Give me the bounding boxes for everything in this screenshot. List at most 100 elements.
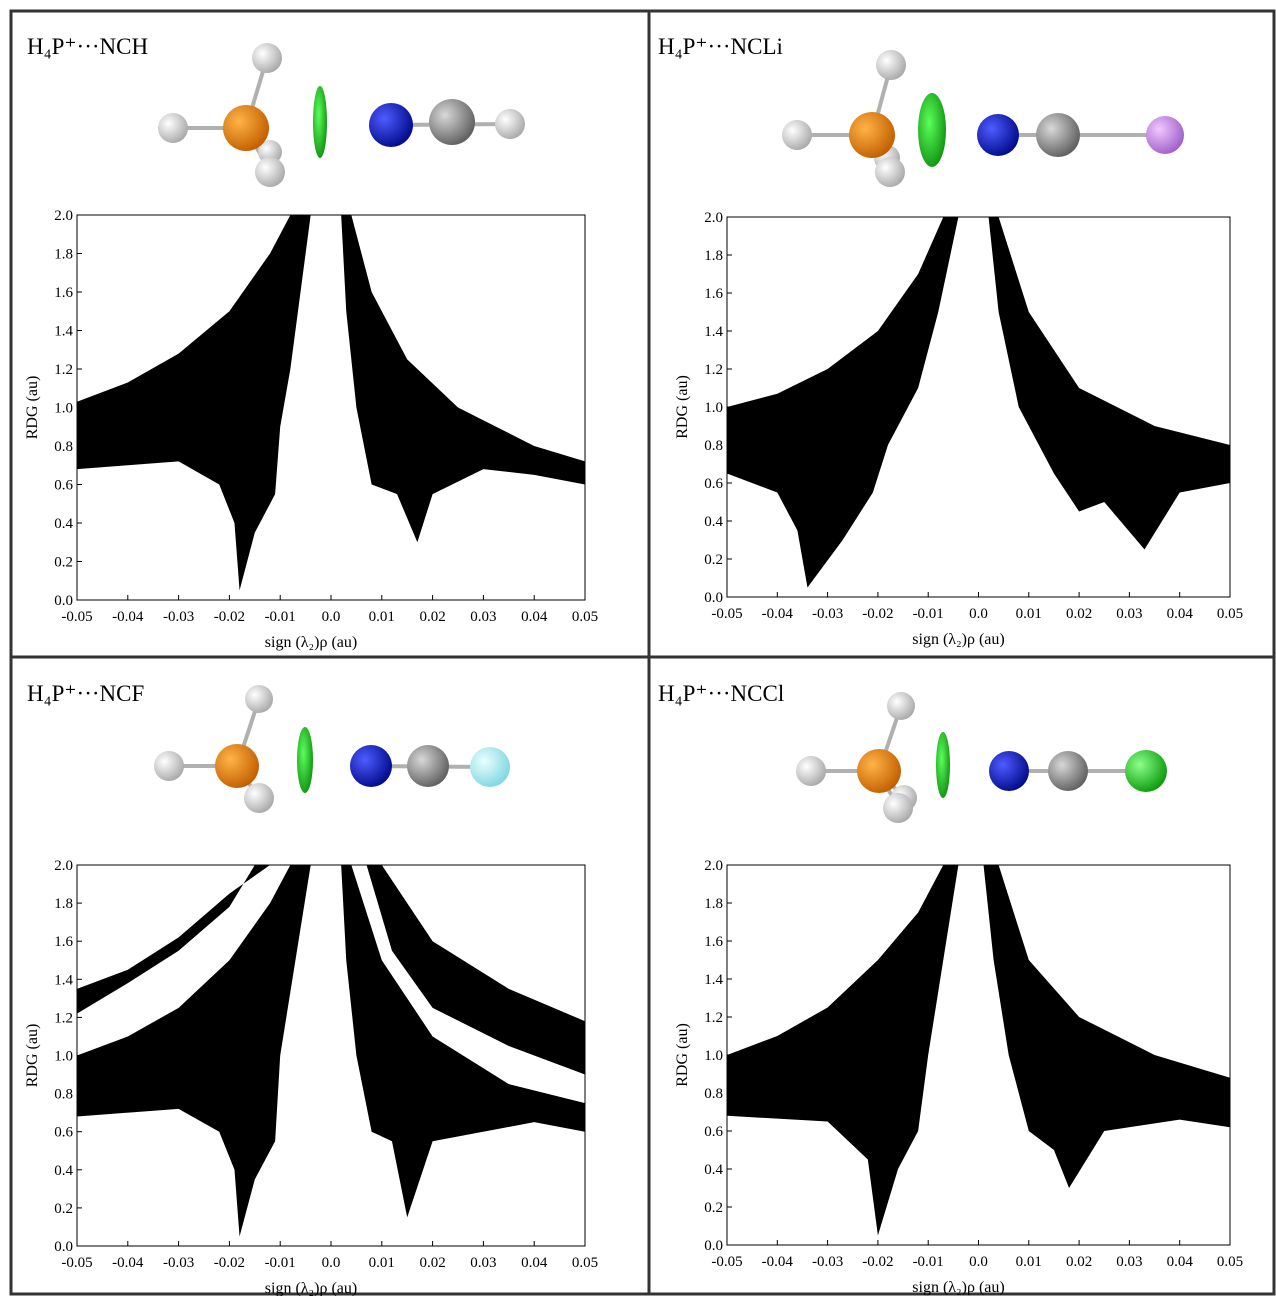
- figure-frame: [9, 9, 1276, 1296]
- plot-data: [727, 217, 1230, 588]
- x-tick-label: -0.05: [61, 609, 92, 625]
- y-tick-label: 0.6: [704, 476, 723, 492]
- rdg-cloud: [366, 865, 585, 1075]
- y-tick-label: 0.8: [54, 439, 73, 455]
- y-tick-label: 0.4: [704, 514, 723, 530]
- atom: [1048, 751, 1088, 791]
- y-tick-label: 2.0: [704, 858, 723, 874]
- x-tick-label: -0.01: [265, 1255, 296, 1271]
- y-tick-label: 1.4: [54, 324, 73, 340]
- panel-title: H₄P⁺···NCLi: [658, 34, 783, 59]
- x-tick-label: 0.01: [1016, 1254, 1042, 1270]
- atom: [1146, 116, 1184, 154]
- y-tick-label: 1.0: [54, 1049, 73, 1065]
- x-axis-label: sign (λ₂)ρ (au): [912, 1279, 1004, 1296]
- atom: [1125, 750, 1167, 792]
- y-tick-label: 0.0: [54, 593, 73, 609]
- atom: [350, 745, 392, 787]
- x-tick-label: -0.03: [163, 609, 194, 625]
- atom: [875, 157, 905, 187]
- x-tick-label: 0.04: [521, 1255, 548, 1271]
- atom: [857, 749, 901, 793]
- x-tick-label: -0.02: [862, 1254, 893, 1270]
- y-tick-label: 1.8: [704, 248, 723, 264]
- y-tick-label: 0.2: [704, 1200, 723, 1216]
- x-tick-label: 0.05: [1217, 1254, 1243, 1270]
- x-tick-label: -0.04: [112, 609, 144, 625]
- y-tick-label: 1.6: [704, 934, 723, 950]
- atom: [369, 103, 413, 147]
- x-tick-label: 0.05: [572, 1255, 598, 1271]
- y-tick-label: 0.8: [704, 438, 723, 454]
- molecule: [158, 43, 525, 187]
- y-tick-label: 1.6: [704, 286, 723, 302]
- y-tick-label: 1.2: [704, 1010, 723, 1026]
- y-tick-label: 1.2: [54, 1010, 73, 1026]
- plot-data: [77, 215, 585, 591]
- atom: [429, 99, 475, 145]
- x-tick-label: 0.05: [1217, 606, 1243, 622]
- x-tick-label: -0.05: [711, 606, 742, 622]
- rdg-cloud: [341, 865, 585, 1218]
- molecule: [782, 50, 1184, 187]
- y-tick-label: 1.2: [704, 362, 723, 378]
- atom: [782, 120, 812, 150]
- x-axis-label: sign (λ₂)ρ (au): [265, 634, 357, 651]
- y-tick-label: 0.0: [704, 590, 723, 606]
- y-tick-label: 0.6: [54, 478, 73, 494]
- y-tick-label: 0.6: [54, 1125, 73, 1141]
- y-tick-label: 1.0: [704, 400, 723, 416]
- y-axis-label: RDG (au): [674, 1023, 691, 1087]
- x-tick-label: -0.02: [862, 606, 893, 622]
- x-tick-label: 0.02: [1066, 606, 1092, 622]
- x-tick-label: 0.03: [1116, 1254, 1142, 1270]
- y-tick-label: 2.0: [704, 210, 723, 226]
- nci-isosurface: [297, 727, 313, 793]
- y-tick-label: 0.4: [54, 1163, 73, 1179]
- rdg-cloud: [77, 865, 311, 1237]
- y-tick-label: 0.0: [54, 1239, 73, 1255]
- x-tick-label: 0.04: [521, 609, 548, 625]
- x-tick-label: -0.03: [163, 1255, 194, 1271]
- atom: [470, 747, 510, 787]
- atom: [849, 112, 895, 158]
- x-tick-label: -0.01: [913, 606, 944, 622]
- atom: [245, 685, 273, 713]
- x-tick-label: -0.05: [61, 1255, 92, 1271]
- atom: [252, 43, 282, 73]
- y-tick-label: 1.6: [54, 285, 73, 301]
- x-tick-label: -0.04: [112, 1255, 144, 1271]
- y-tick-label: 1.4: [54, 972, 73, 988]
- y-tick-label: 1.0: [704, 1048, 723, 1064]
- x-tick-label: 0.01: [1016, 606, 1042, 622]
- atom: [989, 751, 1029, 791]
- nci-isosurface: [313, 86, 327, 158]
- panel-title: H₄P⁺···NCCl: [658, 681, 784, 706]
- x-tick-label: -0.02: [214, 609, 245, 625]
- x-tick-label: -0.03: [812, 606, 843, 622]
- x-tick-label: 0.03: [470, 609, 496, 625]
- x-tick-label: 0.0: [969, 1254, 988, 1270]
- y-tick-label: 0.2: [54, 1201, 73, 1217]
- nci-isosurface: [936, 732, 950, 798]
- atom: [883, 793, 913, 823]
- atom: [887, 692, 915, 720]
- y-tick-label: 0.4: [704, 1162, 723, 1178]
- y-tick-label: 0.0: [704, 1238, 723, 1254]
- y-tick-label: 1.2: [54, 362, 73, 378]
- x-tick-label: -0.02: [214, 1255, 245, 1271]
- atom: [495, 109, 525, 139]
- rdg-cloud: [727, 865, 959, 1236]
- y-tick-label: 0.8: [54, 1087, 73, 1103]
- y-tick-label: 1.4: [704, 324, 723, 340]
- y-tick-label: 0.2: [704, 552, 723, 568]
- panel-title: H₄P⁺···NCF: [27, 681, 144, 706]
- rdg-cloud: [341, 215, 585, 543]
- y-tick-label: 0.4: [54, 516, 73, 532]
- x-tick-label: 0.01: [369, 1255, 395, 1271]
- rdg-cloud: [77, 215, 311, 591]
- atom: [258, 140, 282, 164]
- y-tick-label: 0.8: [704, 1086, 723, 1102]
